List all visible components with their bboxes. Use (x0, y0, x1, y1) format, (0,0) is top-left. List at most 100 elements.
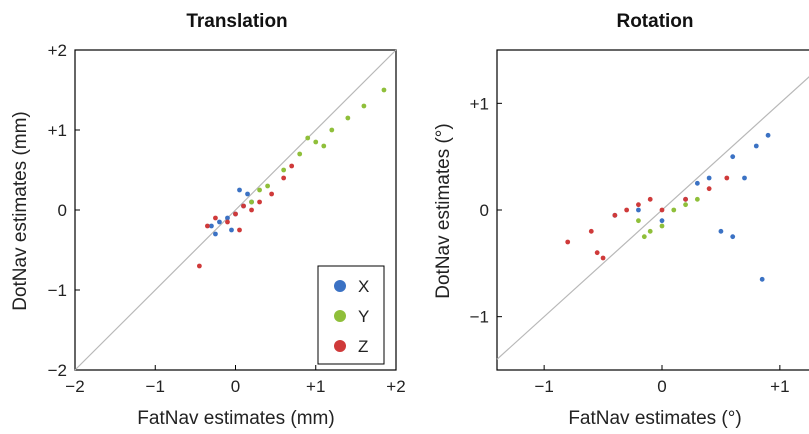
point-z (683, 196, 688, 202)
point-y (257, 187, 262, 193)
rotation-panel: Rotation −1 0 +1 −1 0 +1 FatNav estimates (°)… (433, 11, 809, 429)
point-z (205, 223, 210, 229)
point-y (636, 218, 641, 224)
x-tick-label: +2 (386, 377, 405, 396)
point-x (217, 219, 222, 225)
translation-ylabel: DotNav estimates (mm) (10, 111, 31, 311)
point-y (313, 139, 319, 145)
translation-title: Translation (186, 11, 287, 32)
rotation-points (496, 76, 809, 360)
point-z (724, 175, 730, 181)
point-y (249, 199, 254, 205)
point-x (706, 175, 712, 181)
point-y (683, 202, 688, 208)
point-z (249, 207, 254, 213)
point-z (659, 207, 665, 213)
rotation-ylabel: DotNav estimates (°) (433, 123, 454, 298)
legend-label-x: X (358, 277, 369, 296)
point-z (647, 196, 653, 202)
point-x (237, 187, 242, 193)
rotation-title: Rotation (616, 11, 693, 32)
point-z (241, 203, 246, 209)
legend: XYZ (317, 265, 385, 365)
point-z (196, 263, 202, 269)
legend-label-z: Z (358, 337, 368, 356)
x-tick-label: −2 (65, 377, 84, 396)
x-tick-label: −1 (534, 377, 553, 396)
point-x (213, 231, 218, 237)
point-z (237, 227, 242, 233)
point-y (345, 115, 351, 121)
point-x (245, 191, 250, 197)
point-y (321, 143, 327, 149)
y-tick-label: −2 (48, 361, 67, 380)
point-z (257, 199, 262, 205)
rotation-plot-frame (496, 49, 809, 371)
point-x (225, 215, 230, 221)
x-tick-label: 0 (231, 377, 240, 396)
rotation-xlabel: FatNav estimates (°) (568, 408, 741, 429)
legend-marker-y (334, 310, 346, 322)
point-z (612, 212, 618, 218)
point-z (269, 191, 275, 197)
point-y (329, 127, 335, 133)
point-y (281, 167, 287, 173)
point-z (281, 175, 287, 181)
point-z (636, 202, 641, 208)
point-y (361, 103, 367, 109)
point-z (588, 228, 594, 234)
point-y (381, 87, 387, 93)
point-z (594, 250, 600, 256)
y-tick-label: 0 (480, 201, 489, 220)
point-z (289, 163, 295, 169)
point-y (694, 196, 700, 202)
point-x (694, 180, 700, 186)
point-z (225, 219, 230, 225)
identity-line (496, 76, 809, 360)
translation-ticks: −2 −1 0 +1 +2 −2 −1 0 +1 +2 (48, 41, 406, 396)
x-tick-label: +1 (306, 377, 325, 396)
y-tick-label: −1 (470, 308, 489, 327)
point-y (305, 135, 311, 141)
point-z (706, 186, 712, 192)
point-y (641, 234, 647, 240)
identity-line (74, 49, 397, 371)
point-y (659, 223, 665, 229)
point-y (671, 207, 677, 213)
translation-xlabel: FatNav estimates (mm) (137, 408, 334, 429)
translation-panel: Translation −2 −1 0 +1 +2 −2 −1 0 +1 +2 FatNav es… (10, 11, 406, 429)
legend-marker-x (334, 280, 346, 292)
rotation-ticks: −1 0 +1 −1 0 +1 (470, 94, 790, 396)
point-z (600, 255, 606, 261)
legend-marker-z (334, 340, 346, 352)
point-y (297, 151, 303, 157)
point-y (265, 183, 270, 189)
point-x (742, 175, 747, 181)
y-tick-label: +1 (48, 121, 67, 140)
point-x (659, 218, 665, 224)
x-tick-label: +1 (770, 377, 789, 396)
point-x (730, 154, 736, 160)
point-x (765, 132, 771, 138)
y-tick-label: 0 (58, 201, 67, 220)
legend-label-y: Y (358, 307, 369, 326)
x-tick-label: −1 (146, 377, 165, 396)
y-tick-label: +1 (470, 94, 489, 113)
point-y (647, 228, 653, 234)
point-x (753, 143, 759, 149)
x-tick-label: 0 (657, 377, 666, 396)
y-tick-label: +2 (48, 41, 67, 60)
point-z (233, 211, 238, 217)
legend-box (317, 265, 385, 365)
point-x (718, 228, 724, 234)
translation-points (74, 49, 397, 371)
point-x (209, 223, 214, 229)
point-x (759, 276, 765, 282)
point-x (636, 207, 641, 213)
point-x (730, 234, 736, 240)
y-tick-label: −1 (48, 281, 67, 300)
point-x (229, 227, 234, 233)
point-z (565, 239, 571, 245)
point-z (624, 207, 630, 213)
